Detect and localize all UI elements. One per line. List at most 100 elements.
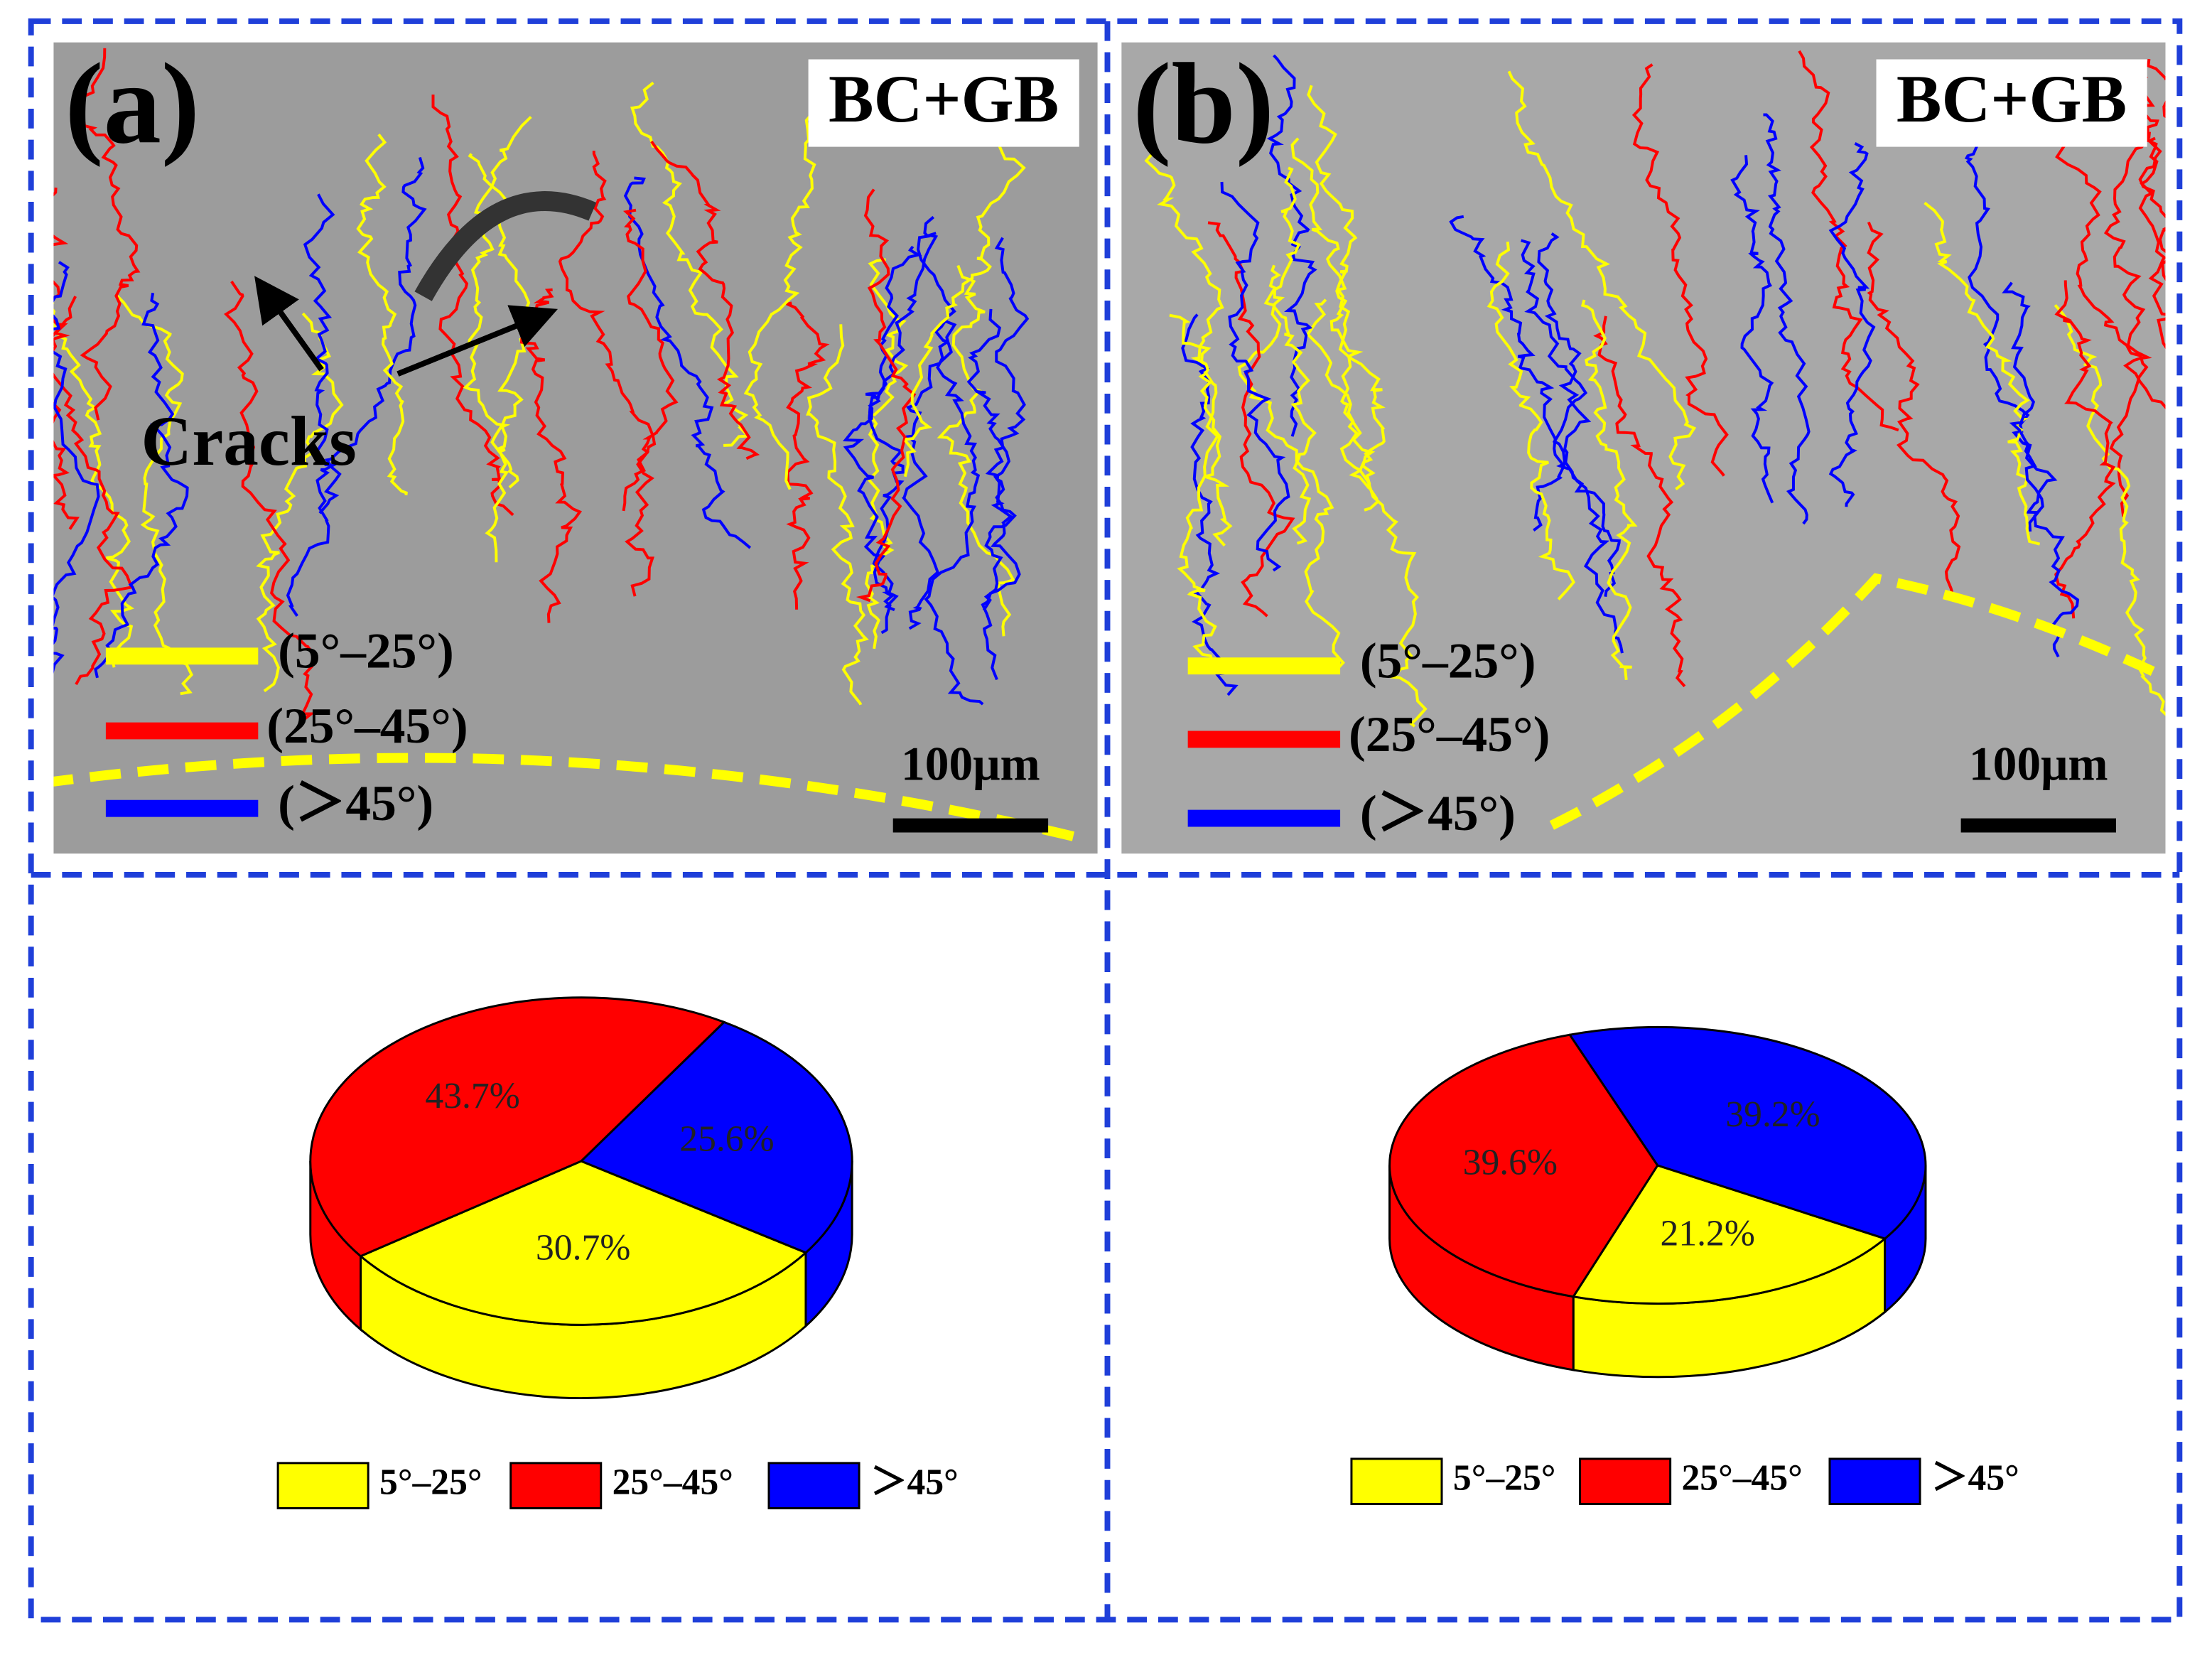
scale-label: 100μm (901, 738, 1040, 791)
grain-boundary (1631, 63, 1729, 477)
annotation: Cracks (141, 403, 357, 480)
grain-boundary (743, 89, 833, 490)
grain-boundary (116, 294, 193, 696)
grain-boundary (1580, 299, 1638, 681)
pie-slice (1388, 1033, 1659, 1298)
grain-boundary (2103, 131, 2166, 409)
crack (414, 191, 597, 301)
grain-boundary (1867, 221, 1961, 593)
legend-label: ＞45° (870, 1462, 959, 1503)
legend-swatch (767, 1462, 860, 1509)
legend-label: (＞45°) (1360, 785, 1516, 841)
panel-title: BC+GB (829, 61, 1059, 136)
micrograph-b (1121, 42, 2166, 854)
grain-boundary (1924, 201, 2041, 546)
grain-boundary (622, 208, 679, 597)
grain-boundary (982, 237, 1030, 611)
legend-swatch (1579, 1457, 1672, 1505)
legend-label: 5°–25° (1453, 1458, 1556, 1499)
grain-boundary (868, 232, 939, 635)
legend-label: ＞45° (1931, 1458, 2019, 1499)
grain-boundary (224, 280, 317, 723)
grain-boundary (1169, 313, 1222, 674)
legend-label: (5°–25°) (278, 623, 454, 679)
pie-slice (309, 996, 726, 1258)
grain-boundary (1537, 232, 1621, 597)
micrograph-labels: (a) BC+GB Cracks (5°–25°) (25°–45°) (＞45°) 100… (65, 40, 2147, 841)
grain-boundary (1144, 150, 1233, 547)
title-box (1876, 59, 2147, 147)
grain-boundary (842, 245, 922, 612)
pie-slice (358, 1160, 808, 1326)
grain-boundary (2054, 280, 2116, 619)
grain-boundary (1730, 155, 1774, 504)
grain-boundary (1263, 166, 1317, 545)
grain-boundary (1828, 142, 1876, 507)
grain-boundary (1507, 70, 1697, 490)
grain-boundary (1306, 298, 1428, 728)
grain-boundary (1798, 50, 1899, 432)
grain-boundary (356, 133, 408, 496)
legend-label: 25°–45° (1682, 1458, 1803, 1499)
value-label: 25.6% (679, 1118, 774, 1159)
grain-boundary (75, 48, 141, 421)
legend-swatch (276, 1462, 369, 1509)
grain-boundary (53, 302, 134, 668)
legend-label: 25°–45° (613, 1462, 733, 1503)
value-label: 43.7% (425, 1076, 519, 1116)
value-label: 39.2% (1725, 1094, 1820, 1135)
grain-boundary (903, 102, 1026, 478)
grain-boundary (1181, 313, 1239, 696)
panel-borders (28, 18, 2183, 1623)
value-label: 21.2% (1661, 1213, 1755, 1254)
title-box (808, 59, 1079, 147)
legend-label: (5°–25°) (1360, 633, 1536, 689)
grain-boundary (783, 301, 830, 610)
grain-boundary (53, 296, 134, 686)
grain-boundary (558, 151, 657, 512)
panel-label: (b) (1133, 40, 1274, 168)
grain-boundary (318, 156, 427, 514)
grain-boundary (1307, 85, 1376, 485)
grain-boundary (937, 264, 1015, 637)
fusion-line (53, 753, 1088, 845)
grain-boundary (901, 215, 956, 630)
legend-label: (＞45°) (278, 775, 433, 831)
grain-boundary (463, 116, 532, 489)
grain-boundary (53, 187, 80, 530)
grain-boundary (431, 95, 514, 517)
grain-boundary (806, 324, 869, 706)
pie-tops: 21.2% 39.6% 39.2% (1388, 1025, 1927, 1305)
grain-boundary (256, 312, 344, 693)
grain-boundary (1487, 241, 1576, 600)
grain-boundary (1220, 181, 1290, 572)
value-label: 39.6% (1463, 1143, 1558, 1183)
panel-title: BC+GB (1897, 61, 2127, 136)
grain-boundary (865, 258, 909, 649)
grain-boundary (623, 176, 752, 549)
grain-boundary (650, 140, 760, 460)
pie-tops: 30.7% 43.7% 25.6% (309, 996, 853, 1326)
grain-boundary (1593, 316, 1686, 688)
pie-slice (579, 1020, 853, 1254)
grain-boundaries (53, 48, 1030, 723)
grain-boundary (53, 261, 100, 674)
grain-boundary (1237, 264, 1345, 672)
grain-boundary (1763, 113, 1811, 525)
panel-label: (a) (65, 40, 200, 168)
pie-charts: 30.7% 43.7% 25.6% 5°–25° 25°–45° ＞45° 21.2% 39.… (276, 996, 2019, 1509)
grain-boundary (286, 193, 338, 618)
legend-label: 5°–25° (379, 1462, 482, 1503)
grain-boundary (1449, 215, 1566, 532)
legend-swatch (1828, 1457, 1921, 1505)
legend-label: (25°–45°) (266, 698, 468, 754)
grain-boundary (2002, 281, 2080, 658)
pie-slice (1571, 1164, 1887, 1305)
legend-swatch (1350, 1457, 1443, 1505)
grain-boundary (924, 319, 984, 706)
legend-label: (25°–45°) (1349, 706, 1550, 762)
micrograph-a (53, 42, 1098, 854)
pie-slice (1568, 1025, 1927, 1240)
legend-swatch (509, 1462, 603, 1509)
